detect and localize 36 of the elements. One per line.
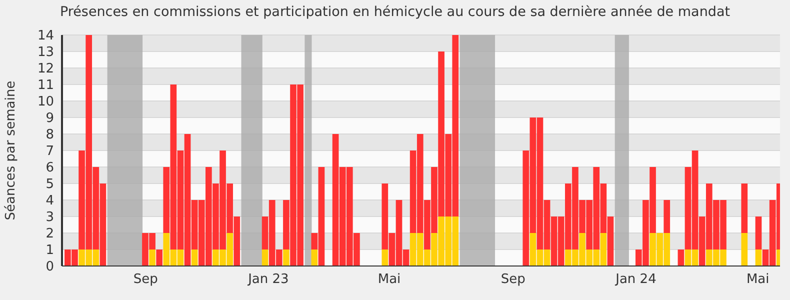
- y-tick-label: 14: [37, 28, 54, 44]
- y-tick-label: 3: [46, 210, 54, 226]
- bar: [382, 250, 388, 266]
- y-tick-label: 11: [37, 78, 54, 94]
- x-tick-label: Jan 23: [247, 272, 289, 288]
- y-tick-label: 6: [46, 160, 54, 176]
- bar: [156, 250, 162, 266]
- y-tick-label: 8: [46, 128, 54, 143]
- y-axis-title: Séances par semaine: [4, 80, 19, 220]
- x-tick-label: Sep: [133, 272, 158, 288]
- x-tick-label: Jan 24: [614, 272, 656, 288]
- y-tick-label: 10: [37, 94, 54, 110]
- y-tick-label: 0: [46, 260, 54, 275]
- bar: [311, 250, 318, 266]
- bar: [283, 250, 290, 266]
- y-tick-label: 12: [37, 62, 54, 77]
- y-tick-label: 1: [46, 243, 54, 258]
- bar: [149, 250, 156, 266]
- bar: [755, 250, 762, 266]
- x-tick-label: Mai: [746, 272, 770, 288]
- bar: [664, 200, 670, 233]
- x-tick-label: Mai: [378, 272, 401, 288]
- bar: [741, 184, 748, 233]
- bar: [678, 250, 684, 266]
- y-tick-label: 7: [46, 144, 54, 160]
- bar: [262, 250, 268, 266]
- y-tick-label: 2: [46, 226, 54, 242]
- y-tick-label: 9: [46, 111, 54, 126]
- chart-title: Présences en commissions et participation en hémicycle au cours de sa dernière année de mandat: [58, 3, 732, 22]
- y-tick-label: 5: [46, 177, 54, 192]
- bar: [191, 250, 198, 266]
- bar: [741, 233, 748, 266]
- y-tick-label: 4: [46, 194, 54, 209]
- x-tick-label: Sep: [500, 272, 526, 288]
- y-tick-label: 13: [37, 45, 54, 60]
- bar: [755, 216, 762, 250]
